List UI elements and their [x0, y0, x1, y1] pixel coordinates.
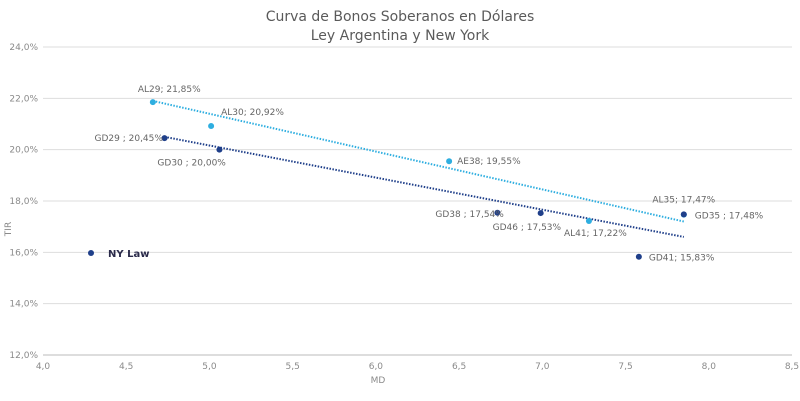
y-tick-label: 18,0%: [9, 197, 38, 207]
ny_law-point: [537, 210, 544, 217]
data-label: AL35; 17,47%: [652, 196, 715, 206]
data-label: GD35 ; 17,48%: [695, 211, 764, 221]
x-tick-label: 7,5: [618, 362, 632, 372]
ley_argentina-point: [208, 123, 215, 130]
legend-marker: [88, 250, 94, 256]
legend-label: NY Law: [108, 249, 149, 260]
x-tick-label: 4,0: [36, 362, 51, 372]
x-axis-label: MD: [371, 376, 386, 386]
ley_argentina-point: [585, 218, 592, 225]
data-label: AL29; 21,85%: [138, 85, 201, 95]
x-tick-label: 6,5: [452, 362, 466, 372]
y-tick-label: 24,0%: [9, 43, 38, 53]
ny_law-point: [635, 253, 642, 260]
x-tick-label: 8,5: [785, 362, 799, 372]
data-label: GD41; 15,83%: [649, 254, 715, 264]
data-label: GD29 ; 20,45%: [95, 134, 164, 144]
y-tick-label: 14,0%: [9, 300, 38, 310]
ny_law-point: [216, 146, 223, 153]
data-label: GD46 ; 17,53%: [493, 223, 562, 233]
ny_law-point: [680, 211, 687, 218]
x-tick-label: 4,5: [119, 362, 133, 372]
ny_law-point: [161, 135, 168, 142]
x-tick-label: 5,0: [202, 362, 217, 372]
data-label: AL41; 17,22%: [564, 229, 627, 239]
y-tick-label: 16,0%: [9, 248, 38, 258]
x-tick-label: 8,0: [702, 362, 717, 372]
ny_law-point: [494, 209, 501, 216]
y-tick-label: 22,0%: [9, 94, 38, 104]
ley_argentina-point: [149, 99, 156, 106]
ley_argentina-trendline: [152, 99, 685, 223]
data-label: AE38; 19,55%: [457, 157, 521, 167]
chart-title-line1: Curva de Bonos Soberanos en Dólares: [266, 9, 535, 25]
x-tick-label: 5,5: [286, 362, 300, 372]
y-tick-label: 20,0%: [9, 146, 38, 156]
y-axis-label: TIR: [4, 222, 14, 237]
data-label: GD30 ; 20,00%: [157, 159, 226, 169]
data-label: GD38 ; 17,54%: [435, 210, 504, 220]
chart-title-line2: Ley Argentina y New York: [311, 28, 490, 44]
data-label: AL30; 20,92%: [221, 108, 284, 118]
x-tick-label: 7,0: [535, 362, 550, 372]
x-tick-label: 6,0: [369, 362, 384, 372]
y-tick-label: 12,0%: [9, 351, 38, 361]
ny_law-trendline: [164, 135, 685, 238]
ley_argentina-point: [446, 158, 453, 165]
